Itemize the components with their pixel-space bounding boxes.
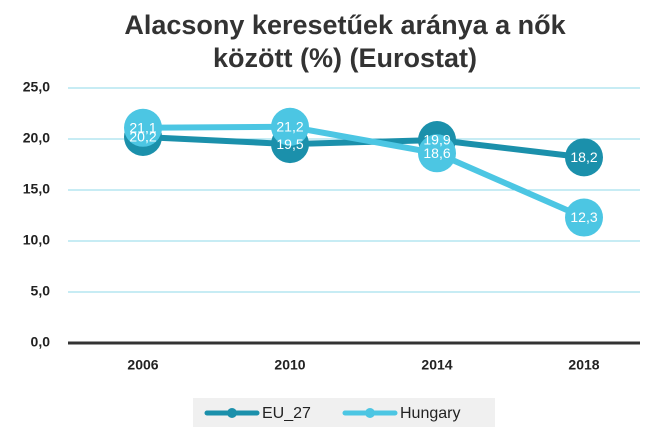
x-tick-label: 2014 [421, 357, 452, 373]
data-label: 21,1 [129, 119, 156, 135]
line [142, 123, 586, 221]
data-label: 18,6 [423, 145, 450, 161]
y-tick-label: 20,0 [23, 130, 50, 146]
chart-title: között (%) (Eurostat) [213, 43, 477, 73]
x-tick-label: 2018 [568, 357, 599, 373]
marker [418, 134, 456, 173]
y-tick-label: 5,0 [31, 283, 51, 299]
data-label: 21,2 [276, 118, 303, 134]
legend-label: Hungary [400, 405, 460, 422]
x-tick-label: 2006 [127, 357, 158, 373]
y-tick-label: 25,0 [23, 79, 50, 95]
data-label: 19,9 [423, 132, 450, 148]
x-tick-label: 2010 [274, 357, 305, 373]
data-label: 20,2 [129, 129, 156, 145]
data-label: 19,5 [276, 136, 303, 152]
legend-marker [227, 408, 237, 418]
legend-marker [365, 408, 375, 418]
legend-label: EU_27 [262, 405, 311, 422]
marker [565, 138, 603, 177]
marker [124, 108, 162, 147]
marker [271, 107, 309, 146]
chart-title: Alacsony keresetűek aránya a nők [124, 10, 566, 40]
y-tick-label: 0,0 [31, 334, 51, 350]
y-tick-label: 10,0 [23, 232, 50, 248]
y-tick-label: 15,0 [23, 181, 50, 197]
marker [565, 198, 603, 237]
data-label: 18,2 [570, 149, 597, 165]
data-label: 12,3 [570, 209, 597, 225]
